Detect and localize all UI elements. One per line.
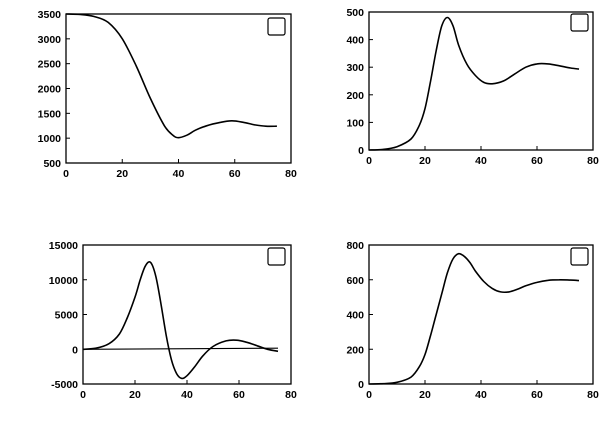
panel-b-ytick-label: 300 [346, 62, 364, 74]
panel-b-ytick-label: 100 [346, 117, 364, 129]
panel-c-xtick-label: 20 [129, 389, 141, 401]
panel-c-ytick-label: 15000 [49, 240, 78, 252]
panel-d-ytick-label: 800 [346, 240, 364, 252]
panel-b-ytick-label: 400 [346, 35, 364, 47]
panel-c-series-reference-line [82, 347, 279, 350]
panel-d-xtick-label: 60 [531, 389, 543, 401]
panel-a-ytick-label: 3000 [38, 34, 62, 46]
panel-d-xtick-label: 0 [366, 389, 372, 401]
panel-a-xtick-label: 20 [116, 168, 128, 180]
panel-c-ytick-label: 10000 [49, 275, 78, 287]
panel-a-ytick-label: 3500 [38, 9, 62, 21]
panel-d-ytick-label: 600 [346, 275, 364, 287]
panel-c-ytick-label: 5000 [55, 310, 79, 322]
panel-c-xtick-label: 60 [233, 389, 245, 401]
panel-a-series-main-line [65, 13, 277, 139]
panel-c-ytick-label: 0 [72, 344, 78, 356]
panel-a-ytick-label: 1500 [38, 108, 62, 120]
panel-c-xtick-label: 40 [181, 389, 193, 401]
panel-c-xtick-label: 80 [285, 389, 297, 401]
panel-b-ytick-label: 200 [346, 90, 364, 102]
panel-c-tag-box [267, 247, 286, 266]
panel-d-ytick-label: 0 [358, 379, 364, 391]
panel-d-xtick-label: 80 [587, 389, 599, 401]
panel-d-series-main-line [368, 252, 580, 385]
panel-d-plot-frame [368, 244, 594, 385]
panel-c-xtick-label: 0 [80, 389, 86, 401]
panel-a-plot-frame [65, 13, 292, 164]
panel-a-ytick-label: 2500 [38, 59, 62, 71]
panel-a-ytick-label: 500 [43, 158, 61, 170]
panel-a-ytick-label: 1000 [38, 133, 62, 145]
panel-a-xtick-label: 0 [63, 168, 69, 180]
panel-b-captura: 0 20 40 60 80 0 100 200 300 400 500 [346, 7, 599, 167]
panel-b-ytick-label: 0 [358, 145, 364, 157]
panel-a-ytick-label: 2000 [38, 84, 62, 96]
panel-b-series-main-line [368, 16, 580, 151]
panel-a-xtick-label: 40 [173, 168, 185, 180]
panel-a-xtick-label: 60 [229, 168, 241, 180]
panel-b-tag-box [570, 13, 589, 32]
panel-d-ytick-label: 200 [346, 344, 364, 356]
panel-c-series-main-line [82, 260, 279, 380]
panel-c-plot-frame [82, 244, 292, 385]
panel-d-tag-box [570, 247, 589, 266]
panel-b-xtick-label: 80 [587, 155, 599, 167]
panel-c-ytick-label: -5000 [51, 379, 78, 391]
panel-b-xtick-label: 40 [475, 155, 487, 167]
panel-b-ytick-label: 500 [346, 7, 364, 19]
panel-d-ytick-label: 400 [346, 310, 364, 322]
panel-b-xtick-label: 20 [419, 155, 431, 167]
panel-d-xtick-label: 40 [475, 389, 487, 401]
panel-d-xtick-label: 20 [419, 389, 431, 401]
panel-b-xtick-label: 0 [366, 155, 372, 167]
panel-a-xtick-label: 80 [285, 168, 297, 180]
panel-a-tag-box [267, 17, 286, 36]
panel-a-biomasa: 0 20 40 60 80 500 1000 1500 2000 2500 3000 3500 [38, 9, 297, 180]
panel-b-xtick-label: 60 [531, 155, 543, 167]
